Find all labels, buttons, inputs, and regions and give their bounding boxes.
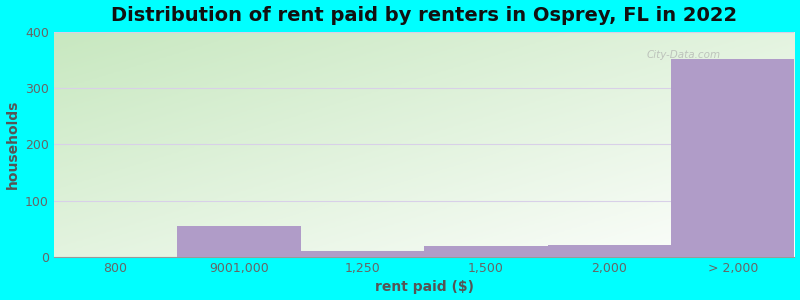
X-axis label: rent paid ($): rent paid ($)	[374, 280, 474, 294]
Bar	[547, 244, 671, 257]
Bar	[671, 59, 794, 257]
Text: City-Data.com: City-Data.com	[646, 50, 721, 60]
Title: Distribution of rent paid by renters in Osprey, FL in 2022: Distribution of rent paid by renters in …	[111, 6, 738, 25]
Y-axis label: households: households	[6, 100, 19, 189]
Bar	[178, 226, 301, 257]
Bar	[424, 246, 547, 257]
Bar	[301, 251, 424, 257]
